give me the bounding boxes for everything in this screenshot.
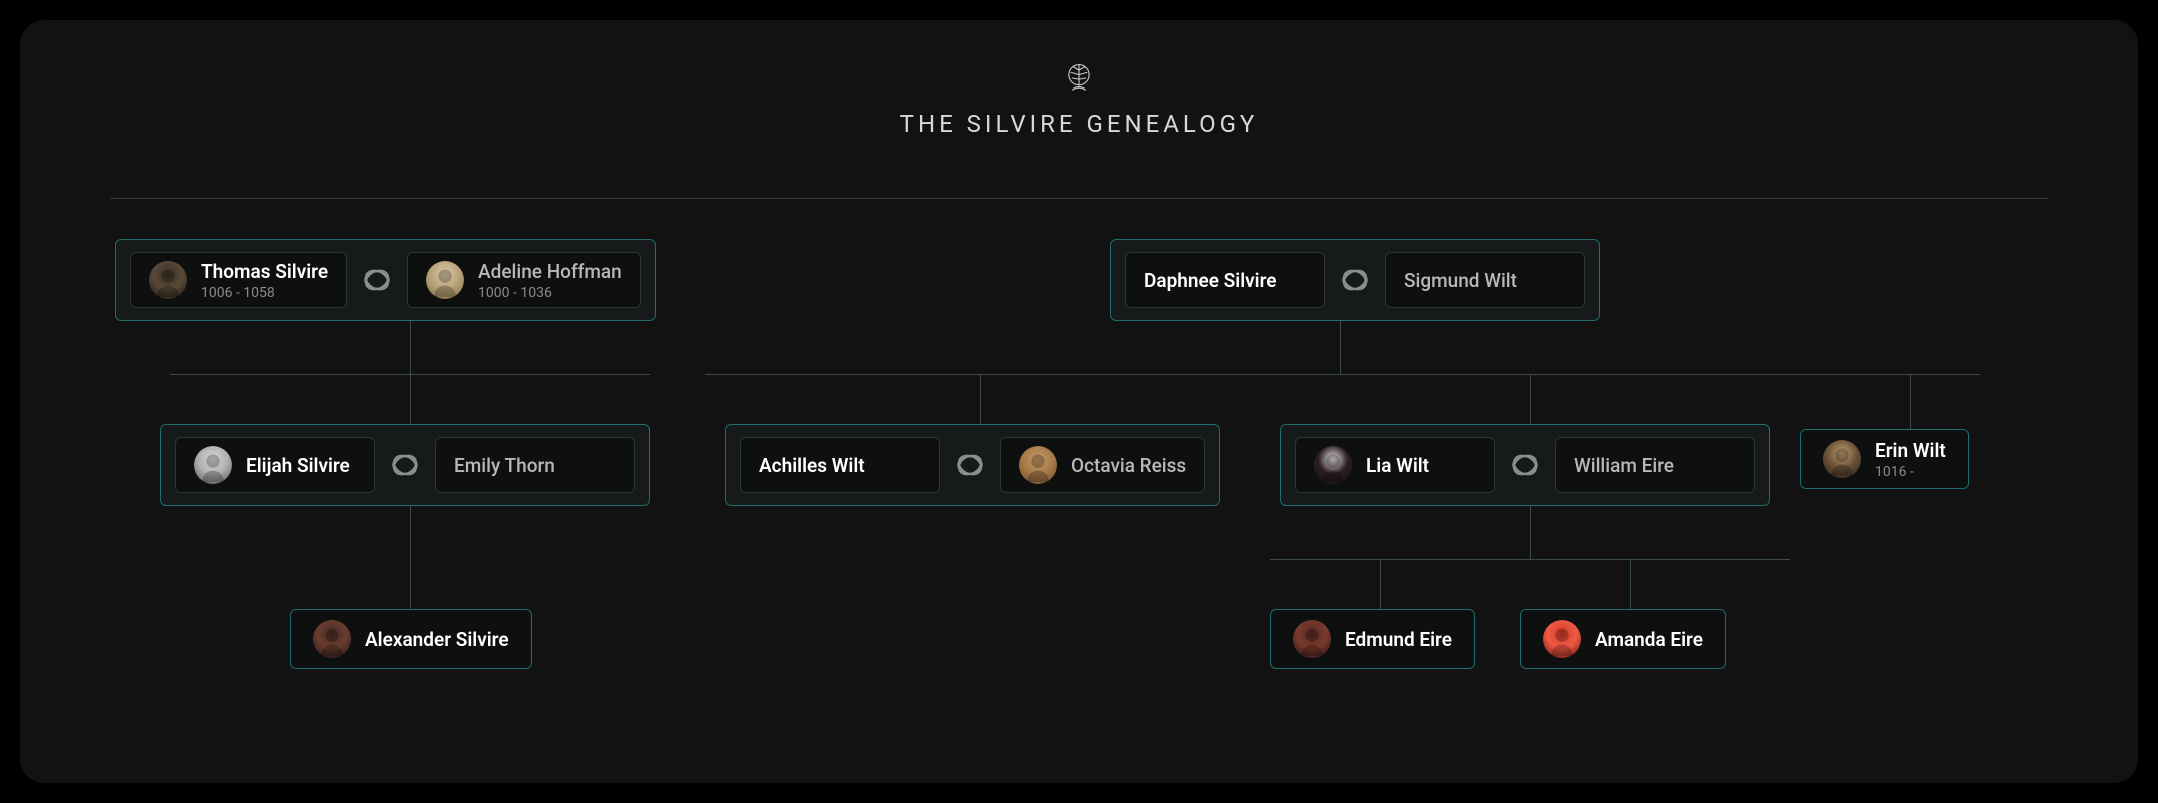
person-card-alex[interactable]: Alexander Silvire bbox=[290, 609, 532, 669]
person-card-erin[interactable]: Erin Wilt 1016 - bbox=[1800, 429, 1969, 489]
person-card-adeline[interactable]: Adeline Hoffman 1000 - 1036 bbox=[407, 252, 641, 308]
couple-c4: Achilles Wilt Octavia Reiss bbox=[725, 424, 1220, 506]
person-name: Alexander Silvire bbox=[365, 628, 509, 651]
connector bbox=[410, 505, 411, 609]
person-card-edmund[interactable]: Edmund Eire bbox=[1270, 609, 1475, 669]
rings-icon bbox=[952, 447, 988, 483]
person-card-lia[interactable]: Lia Wilt bbox=[1295, 437, 1495, 493]
avatar bbox=[194, 446, 232, 484]
header: THE SILVIRE GENEALOGY bbox=[110, 60, 2048, 138]
person-name: Achilles Wilt bbox=[759, 454, 865, 477]
connector bbox=[1340, 321, 1341, 374]
avatar bbox=[1293, 620, 1331, 658]
connector bbox=[410, 374, 411, 424]
connector bbox=[1630, 559, 1631, 609]
couple-c2: Daphnee Silvire Sigmund Wilt bbox=[1110, 239, 1600, 321]
person-card-emily[interactable]: Emily Thorn bbox=[435, 437, 635, 493]
person-name: Erin Wilt bbox=[1875, 439, 1946, 462]
couple-c3: Elijah Silvire Emily Thorn bbox=[160, 424, 650, 506]
person-card-octavia[interactable]: Octavia Reiss bbox=[1000, 437, 1205, 493]
avatar bbox=[1543, 620, 1581, 658]
person-name: Sigmund Wilt bbox=[1404, 269, 1517, 292]
rings-icon bbox=[1507, 447, 1543, 483]
connector bbox=[1530, 374, 1531, 424]
person-name: Thomas Silvire bbox=[201, 260, 328, 283]
avatar bbox=[1314, 446, 1352, 484]
connector bbox=[1270, 559, 1790, 560]
person-name: Emily Thorn bbox=[454, 454, 555, 477]
rings-icon bbox=[387, 447, 423, 483]
page-title: THE SILVIRE GENEALOGY bbox=[110, 110, 2048, 138]
divider bbox=[110, 198, 2048, 199]
avatar bbox=[149, 261, 187, 299]
couple-c5: Lia Wilt William Eire bbox=[1280, 424, 1770, 506]
person-dates: 1016 - bbox=[1875, 464, 1946, 480]
person-name: William Eire bbox=[1574, 454, 1674, 477]
connector bbox=[705, 374, 1980, 375]
avatar bbox=[1823, 440, 1861, 478]
person-name: Adeline Hoffman bbox=[478, 260, 622, 283]
person-name: Octavia Reiss bbox=[1071, 454, 1186, 477]
person-dates: 1006 - 1058 bbox=[201, 285, 328, 301]
connector bbox=[1380, 559, 1381, 609]
person-card-william[interactable]: William Eire bbox=[1555, 437, 1755, 493]
rings-icon bbox=[359, 262, 395, 298]
avatar bbox=[426, 261, 464, 299]
tree-icon bbox=[1061, 60, 1097, 96]
connector bbox=[1910, 374, 1911, 429]
connector bbox=[1530, 505, 1531, 559]
tree-area: Thomas Silvire 1006 - 1058 Adeline Hoffman… bbox=[110, 239, 2048, 679]
avatar bbox=[1019, 446, 1057, 484]
person-card-amanda[interactable]: Amanda Eire bbox=[1520, 609, 1726, 669]
connector bbox=[410, 321, 411, 374]
person-name: Edmund Eire bbox=[1345, 628, 1452, 651]
person-card-achilles[interactable]: Achilles Wilt bbox=[740, 437, 940, 493]
person-card-elijah[interactable]: Elijah Silvire bbox=[175, 437, 375, 493]
rings-icon bbox=[1337, 262, 1373, 298]
person-name: Lia Wilt bbox=[1366, 454, 1429, 477]
couple-c1: Thomas Silvire 1006 - 1058 Adeline Hoffman… bbox=[115, 239, 656, 321]
person-name: Amanda Eire bbox=[1595, 628, 1703, 651]
person-card-sigmund[interactable]: Sigmund Wilt bbox=[1385, 252, 1585, 308]
person-card-daphnee[interactable]: Daphnee Silvire bbox=[1125, 252, 1325, 308]
genealogy-panel: THE SILVIRE GENEALOGY Thomas Silvire 1006… bbox=[20, 20, 2138, 783]
person-card-thomas[interactable]: Thomas Silvire 1006 - 1058 bbox=[130, 252, 347, 308]
avatar bbox=[313, 620, 351, 658]
person-name: Elijah Silvire bbox=[246, 454, 350, 477]
person-dates: 1000 - 1036 bbox=[478, 285, 622, 301]
person-name: Daphnee Silvire bbox=[1144, 269, 1276, 292]
connector bbox=[980, 374, 981, 424]
